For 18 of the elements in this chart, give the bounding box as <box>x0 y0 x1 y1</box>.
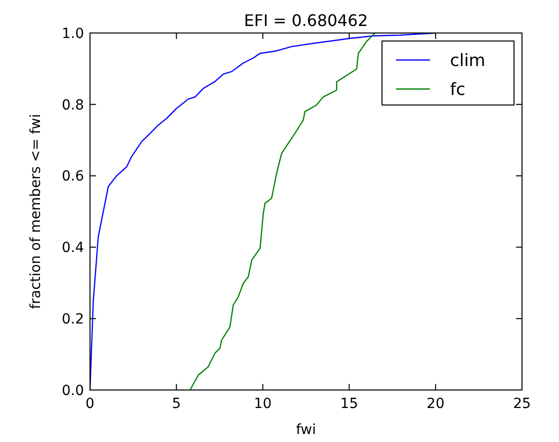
y-tick-label: 0.0 <box>62 382 84 399</box>
x-tick-label: 5 <box>172 396 181 412</box>
y-tick-label: 0.4 <box>62 240 84 256</box>
legend-label: clim <box>450 50 486 71</box>
y-tick-label: 1.0 <box>62 26 84 42</box>
x-tick-label: 0 <box>86 396 94 412</box>
x-tick-label: 20 <box>426 396 445 412</box>
chart-title: EFI = 0.680462 <box>244 11 368 30</box>
y-tick-label: 0.2 <box>62 312 84 328</box>
line-series <box>189 32 376 391</box>
x-tick-label: 25 <box>513 396 531 412</box>
x-tick-label: 15 <box>340 396 358 412</box>
y-tick-label: 0.8 <box>62 97 84 114</box>
x-axis-title: fwi <box>296 422 316 438</box>
y-tick-label: 0.6 <box>62 168 84 185</box>
legend-label: fc <box>450 80 466 100</box>
y-axis-title: fraction of members <= fwi <box>28 114 44 309</box>
x-tick-label: 10 <box>254 396 272 412</box>
